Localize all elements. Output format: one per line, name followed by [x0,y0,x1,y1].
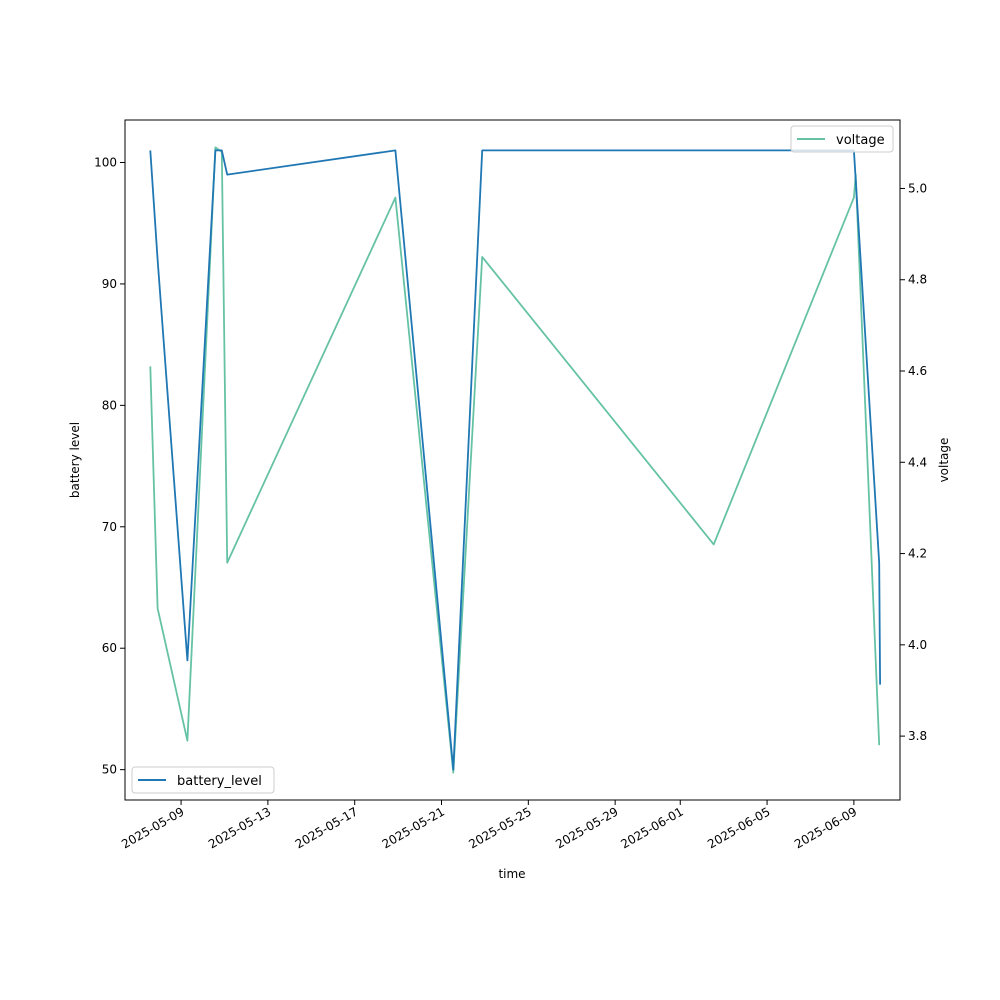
x-axis-label: time [498,867,525,881]
y-left-axis-ticks: 50 60 70 80 90 100 [94,156,125,777]
y-right-tick-label: 4.6 [908,364,927,378]
y-right-tick-label: 3.8 [908,729,927,743]
y-right-axis-ticks: 3.8 4.0 4.2 4.4 4.6 4.8 5.0 [900,181,927,743]
y-left-tick-label: 60 [102,641,117,655]
legend-box [790,125,894,153]
y-left-tick-label: 80 [102,398,117,412]
y-left-axis-label: battery level [68,422,82,498]
y-right-tick-label: 5.0 [908,181,927,195]
y-right-tick-label: 4.4 [908,455,927,469]
y-right-tick-label: 4.8 [908,273,927,287]
y-left-tick-label: 50 [102,763,117,777]
legend-battery-level: battery_level [131,766,275,794]
series-line-battery-level [149,149,881,771]
series-layer [149,146,881,774]
legend-label-battery-level: battery_level [177,774,262,789]
y-right-tick-label: 4.2 [908,547,927,561]
y-right-tick-label: 4.0 [908,638,927,652]
legend-label-voltage: voltage [836,133,885,148]
y-left-tick-label: 100 [94,156,117,170]
series-line-voltage [149,146,881,774]
y-left-tick-label: 90 [102,277,117,291]
y-right-axis-label: voltage [937,438,951,483]
y-left-tick-label: 70 [102,520,117,534]
legend-voltage: voltage [790,125,894,153]
plot-frame [124,119,901,801]
legend-box [131,766,275,794]
